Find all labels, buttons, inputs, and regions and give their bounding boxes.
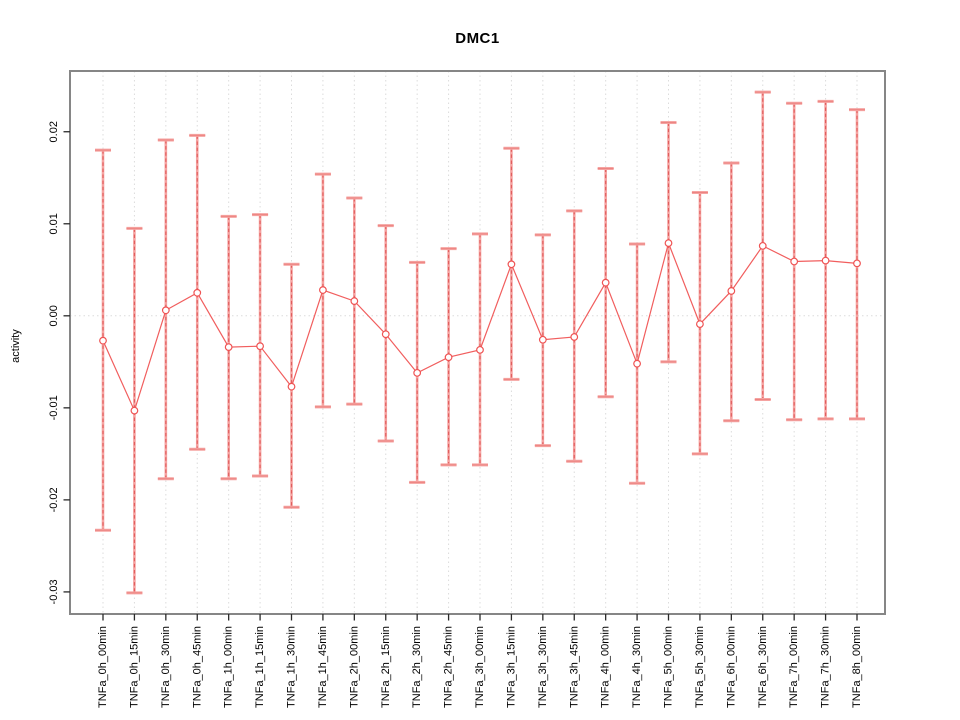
x-tick-label: TNFa_5h_00min — [663, 626, 675, 708]
data-point-marker — [821, 256, 830, 265]
x-tick-label: TNFa_2h_30min — [411, 626, 423, 708]
plot-border — [69, 70, 886, 615]
x-tick-label: TNFa_5h_30min — [694, 626, 706, 708]
data-point-marker — [413, 368, 422, 377]
x-tick-label: TNFa_3h_15min — [505, 626, 517, 708]
data-point-marker — [161, 306, 170, 315]
data-point-marker — [538, 335, 547, 344]
x-tick-label: TNFa_1h_15min — [254, 626, 266, 708]
data-point-marker — [507, 260, 516, 269]
x-tick-label: TNFa_1h_00min — [223, 626, 235, 708]
data-point-marker — [570, 333, 579, 341]
data-point-marker — [130, 406, 139, 415]
y-axis: 0.02 0.01 0.00 -0.01 -0.02 -0.03 — [48, 121, 70, 604]
x-tick-label: TNFa_2h_00min — [348, 626, 360, 708]
y-tick-label: 0.01 — [48, 213, 60, 234]
data-point-marker — [444, 353, 453, 362]
data-point-marker — [350, 297, 359, 305]
chart-title: DMC1 — [455, 30, 500, 47]
x-tick-label: TNFa_0h_45min — [191, 626, 203, 708]
x-tick-label: TNFa_4h_30min — [631, 626, 643, 708]
y-tick-label: -0.01 — [48, 395, 60, 420]
data-point-marker — [853, 259, 861, 268]
markers — [99, 239, 861, 415]
x-tick-label: TNFa_7h_30min — [820, 626, 832, 708]
x-tick-label: TNFa_6h_00min — [725, 626, 737, 708]
data-point-marker — [758, 241, 767, 250]
data-point-marker — [99, 336, 107, 345]
x-tick-label: TNFa_3h_00min — [474, 626, 486, 708]
data-point-marker — [696, 320, 704, 328]
data-point-marker — [664, 239, 673, 248]
data-point-marker — [224, 343, 233, 352]
x-tick-label: TNFa_8h_00min — [851, 626, 863, 708]
data-point-marker — [256, 342, 264, 351]
data-point-marker — [633, 359, 641, 368]
x-tick-label: TNFa_1h_30min — [286, 626, 298, 708]
data-point-marker — [287, 382, 296, 391]
x-tick-label: TNFa_0h_15min — [128, 626, 140, 708]
data-point-marker — [476, 345, 484, 354]
y-tick-label: 0.00 — [48, 305, 60, 326]
data-point-marker — [601, 278, 610, 287]
x-tick-label: TNFa_0h_00min — [97, 626, 109, 708]
x-tick-label: TNFa_3h_45min — [568, 626, 580, 708]
y-tick-label: -0.03 — [48, 579, 60, 604]
x-tick-label: TNFa_4h_00min — [600, 626, 612, 708]
x-tick-label: TNFa_0h_30min — [160, 626, 172, 708]
x-tick-label: TNFa_7h_00min — [788, 626, 800, 708]
data-point-marker — [727, 287, 736, 295]
x-axis: TNFa_0h_00min TNFa_0h_15min TNFa_0h_30min T… — [97, 614, 863, 708]
y-axis-label-text: activity — [10, 329, 22, 363]
x-tick-label: TNFa_3h_30min — [537, 626, 549, 708]
x-tick-label: TNFa_1h_45min — [317, 626, 329, 708]
data-point-marker — [790, 257, 799, 266]
y-tick-label: 0.02 — [48, 121, 60, 142]
data-point-marker — [381, 330, 390, 339]
x-tick-label: TNFa_2h_45min — [443, 626, 455, 708]
data-point-marker — [319, 286, 327, 294]
y-tick-label: -0.02 — [48, 487, 60, 512]
x-tick-label: TNFa_2h_15min — [380, 626, 392, 708]
data-point-marker — [193, 288, 202, 297]
x-tick-label: TNFa_6h_30min — [757, 626, 769, 708]
